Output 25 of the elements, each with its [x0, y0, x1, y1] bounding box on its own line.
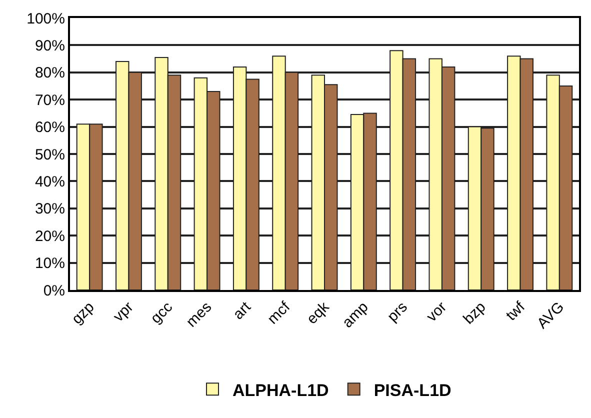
y-tick-label: 70% — [34, 92, 65, 109]
x-tick-label: amp — [339, 298, 372, 332]
y-tick-label: 20% — [34, 228, 65, 245]
legend-label: PISA-L1D — [374, 380, 452, 400]
x-tick-label: art — [230, 298, 255, 324]
y-tick-label: 30% — [34, 200, 65, 218]
x-tick-label: vor — [423, 298, 450, 326]
y-tick-label: 50% — [34, 146, 65, 164]
x-tick-label: gcc — [147, 298, 176, 328]
y-tick-label: 10% — [34, 255, 65, 272]
x-tick-label: vpr — [110, 298, 137, 326]
y-tick-label: 0% — [43, 282, 65, 300]
x-tick-label: mes — [183, 298, 216, 331]
x-tick-label: twf — [502, 298, 529, 324]
legend-label: ALPHA-L1D — [232, 380, 329, 400]
y-tick-label: 80% — [34, 64, 65, 82]
y-tick-label: 90% — [34, 37, 65, 54]
x-tick-label: eqk — [304, 298, 333, 328]
y-tick-label: 60% — [34, 119, 65, 136]
x-tick-label: mcf — [264, 298, 294, 328]
x-tick-label: bzp — [460, 298, 490, 328]
y-tick-label: 40% — [34, 173, 65, 190]
x-tick-label: prs — [384, 298, 411, 326]
y-tick-label: 100% — [26, 10, 65, 28]
x-tick-label: gzp — [68, 298, 98, 328]
